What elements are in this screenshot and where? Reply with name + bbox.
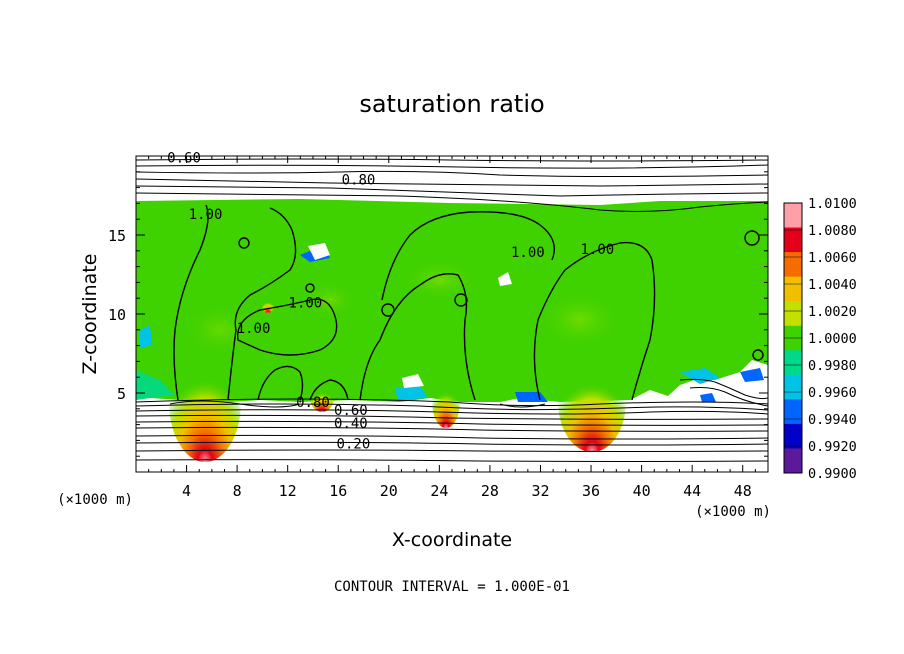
contour-label: 1.00 xyxy=(237,321,271,337)
x-tick-label: 8 xyxy=(233,482,242,500)
x-tick-label: 4 xyxy=(182,482,191,500)
colorbar-swatch xyxy=(784,374,802,400)
contour-label: 1.00 xyxy=(289,296,323,312)
peak-1 xyxy=(169,342,241,462)
colorbar-label: 0.9900 xyxy=(808,466,857,482)
x-axis: 4 8 12 16 20 24 28 32 36 40 44 48 xyxy=(148,156,756,500)
colorbar-label: 0.9960 xyxy=(808,385,857,401)
x-axis-label: X-coordinate xyxy=(392,529,512,551)
colorbar-label: 1.0020 xyxy=(808,304,857,320)
x-tick-label: 12 xyxy=(279,482,297,500)
colorbar-swatch xyxy=(784,301,802,327)
contour-label: 1.00 xyxy=(511,245,545,261)
contour-label: 1.00 xyxy=(581,242,615,258)
colorbar-swatch xyxy=(784,448,802,474)
colorbar: 1.0100 1.0080 1.0060 1.0040 1.0020 1.0000 0.99… xyxy=(783,196,857,482)
x-tick-label: 28 xyxy=(481,482,499,500)
colorbar-label: 1.0080 xyxy=(808,223,857,239)
colorbar-label: 1.0100 xyxy=(808,196,857,212)
x-tick-label: 32 xyxy=(531,482,549,500)
y-axis: 5 10 15 xyxy=(108,171,768,457)
y-tick-label: 10 xyxy=(108,306,126,324)
colorbar-swatch xyxy=(784,227,802,253)
peak-3 xyxy=(558,352,626,452)
x-tick-label: 48 xyxy=(734,482,752,500)
y-axis-label: Z-coordinate xyxy=(79,254,101,375)
x-unit-left: (×1000 m) xyxy=(57,492,133,508)
colorbar-swatch xyxy=(784,252,802,278)
colorbar-label: 0.9940 xyxy=(808,412,857,428)
upper-contours xyxy=(136,158,768,212)
lower-contours xyxy=(136,378,768,462)
contour-label: 1.00 xyxy=(189,207,223,223)
colorbar-swatch xyxy=(784,423,802,449)
cloud-edge-cyan xyxy=(136,370,175,400)
x-tick-label: 16 xyxy=(329,482,347,500)
contour-label: 0.80 xyxy=(342,172,376,188)
colorbar-swatch xyxy=(784,276,802,302)
colorbar-label: 0.9920 xyxy=(808,439,857,455)
contour-interval: CONTOUR INTERVAL = 1.000E-01 xyxy=(334,579,570,595)
colorbar-swatch xyxy=(784,203,802,229)
contour-label: 0.20 xyxy=(337,436,371,452)
x-tick-label: 44 xyxy=(683,482,701,500)
colorbar-swatch xyxy=(784,350,802,376)
y-tick-label: 15 xyxy=(108,227,126,245)
contour-1-00 xyxy=(173,204,764,401)
colorbar-label: 0.9980 xyxy=(808,358,857,374)
contour-label: 0.40 xyxy=(334,416,368,432)
colorbar-label: 1.0000 xyxy=(808,331,857,347)
contour-label: 0.60 xyxy=(167,150,201,166)
contour-label: 0.80 xyxy=(296,395,330,411)
chart-title: saturation ratio xyxy=(359,90,544,118)
x-tick-label: 36 xyxy=(582,482,600,500)
x-tick-label: 40 xyxy=(633,482,651,500)
x-tick-label: 24 xyxy=(430,482,448,500)
contour-label: 0.60 xyxy=(334,403,368,419)
x-unit-right: (×1000 m) xyxy=(695,504,771,520)
x-tick-label: 20 xyxy=(380,482,398,500)
y-tick-label: 5 xyxy=(117,385,126,403)
colorbar-swatch xyxy=(784,399,802,425)
colorbar-label: 1.0060 xyxy=(808,250,857,266)
contour-labels: 0.600.801.001.00 1.001.001.000.80 0.600.40… xyxy=(167,150,615,452)
colorbar-label: 1.0040 xyxy=(808,277,857,293)
plot-area xyxy=(136,158,768,462)
